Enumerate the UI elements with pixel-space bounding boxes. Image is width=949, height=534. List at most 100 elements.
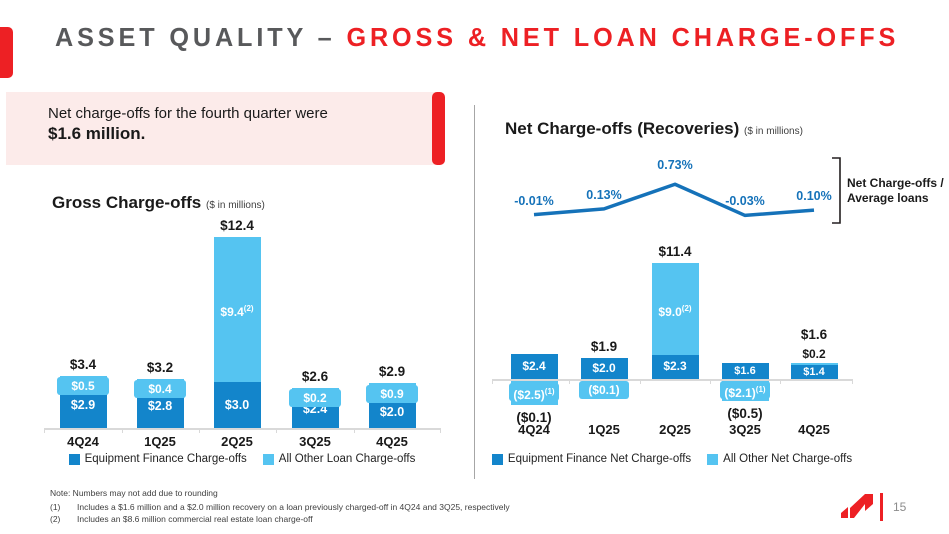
rounding-note: Note: Numbers may not add due to roundin… (50, 488, 218, 498)
bar-value-label: $3.0 (224, 397, 250, 412)
bar-value-label: $2.3 (663, 359, 687, 374)
net-legend: Equipment Finance Net Charge-offs All Oth… (491, 453, 852, 465)
bar-value-label: $1.6 (734, 364, 756, 377)
x-axis-line (492, 379, 852, 381)
x-axis-label: 1Q25 (144, 434, 176, 449)
footnote-2-text: Includes an $8.6 million commercial real… (77, 514, 313, 524)
x-axis-label: 1Q25 (588, 422, 620, 437)
ratio-point-label: -0.03% (725, 194, 765, 209)
x-axis-tick (44, 428, 45, 433)
legend-swatch-icon (707, 453, 719, 465)
panel-divider (474, 105, 475, 479)
bar-value-chip: $0.9 (366, 384, 418, 403)
bar-value-chip: $9.4(2) (216, 300, 258, 319)
bar-value-chip: ($2.5)(1) (509, 382, 559, 402)
bar-total-label: ($0.1) (516, 409, 552, 425)
page-number-divider (880, 493, 883, 521)
bar-value-label: $2.8 (147, 398, 173, 413)
gross-legend: Equipment Finance Charge-offs All Other L… (44, 453, 440, 465)
bar-total-label: ($0.5) (727, 405, 763, 421)
legend-item: Equipment Finance Charge-offs (68, 453, 247, 465)
bar-value-label: $2.9 (70, 398, 96, 413)
ratio-point-label: 0.10% (796, 189, 832, 204)
callout-accent-bar (432, 92, 445, 165)
legend-label: Equipment Finance Net Charge-offs (507, 453, 692, 465)
footnote-1: (1) Includes a $1.6 million and a $2.0 m… (50, 502, 510, 512)
footnote-2: (2) Includes an $8.6 million commercial … (50, 514, 313, 524)
bar-value-chip: $0.5 (57, 377, 109, 396)
bar-value-chip: $0.4 (134, 380, 186, 399)
x-axis-label: 4Q25 (376, 434, 408, 449)
company-logo-icon (841, 494, 873, 518)
x-axis-label: 4Q24 (67, 434, 99, 449)
legend-item: All Other Loan Charge-offs (262, 453, 416, 465)
ratio-point-label: 0.73% (657, 158, 693, 173)
x-axis-tick (710, 379, 711, 384)
bar-total-label: $1.9 (590, 339, 618, 355)
legend-swatch-icon (491, 453, 503, 465)
page-title: ASSET QUALITY – GROSS & NET LOAN CHARGE-… (55, 22, 899, 53)
gross-chart-subtitle: ($ in millions) (205, 200, 265, 211)
legend-item: All Other Net Charge-offs (707, 453, 852, 465)
bar-value-label: $2.0 (592, 361, 616, 376)
bar-total-label: $12.4 (220, 218, 254, 234)
footnote-1-text: Includes a $1.6 million and a $2.0 milli… (77, 502, 510, 512)
ratio-point-label: 0.13% (586, 187, 622, 202)
ratio-line-chart (533, 182, 815, 218)
callout-background (6, 92, 439, 165)
net-chart-subtitle: ($ in millions) (744, 126, 803, 137)
legend-swatch-icon (68, 453, 80, 465)
bar-segment-dark (790, 364, 838, 379)
ratio-line-annotation: Net Charge-offs / Average loans (847, 176, 944, 205)
bar-segment-dark (721, 362, 769, 379)
legend-item: Equipment Finance Net Charge-offs (491, 453, 692, 465)
legend-label: All Other Loan Charge-offs (278, 453, 416, 465)
x-axis-label: 2Q25 (221, 434, 253, 449)
callout-text-line2: $1.6 million. (48, 124, 146, 143)
page-number: 15 (893, 500, 907, 514)
x-axis-tick (639, 379, 641, 384)
x-axis-label: 4Q24 (518, 422, 550, 437)
gross-chart-title: Gross Charge-offs ($ in millions) (52, 193, 265, 213)
x-axis-label: 3Q25 (729, 422, 761, 437)
x-axis-tick (198, 428, 200, 433)
x-axis-line (44, 428, 440, 430)
title-accent-bar (0, 27, 13, 78)
bar-value-chip: ($2.1)(1) (720, 381, 770, 400)
bar-value-chip: $0.2 (289, 389, 341, 408)
bar-total-label: $3.2 (146, 359, 174, 375)
bar-total-label: $2.6 (301, 368, 329, 384)
bar-value-label: $2.0 (379, 405, 405, 420)
bar-value-label-outside: $0.2 (802, 346, 826, 361)
bar-segment-dark (510, 354, 558, 379)
bar-segment-dark (580, 358, 628, 379)
bar-value-chip: ($0.1) (579, 381, 629, 399)
bar-value-label: $2.4 (522, 359, 546, 374)
gross-chart-title-text: Gross Charge-offs (52, 193, 202, 212)
x-axis-tick (440, 428, 441, 433)
bar-value-chip: $9.0(2) (654, 299, 696, 319)
page-title-gray: ASSET QUALITY – (55, 22, 336, 52)
net-chart-title-text: Net Charge-offs (Recoveries) (505, 119, 740, 138)
bar-total-label: $2.9 (378, 364, 406, 380)
bar-total-label: $11.4 (658, 243, 692, 259)
callout-box: Net charge-offs for the fourth quarter w… (6, 92, 445, 165)
legend-label: All Other Net Charge-offs (723, 453, 853, 465)
x-axis-label: 4Q25 (798, 422, 830, 437)
x-axis-tick (121, 428, 123, 433)
x-axis-tick (779, 379, 781, 384)
footnote-2-marker: (2) (50, 514, 61, 524)
bar-segment-dark (651, 355, 699, 379)
page-title-red: GROSS & NET LOAN CHARGE-OFFS (346, 22, 900, 52)
bar-total-label: $1.6 (800, 326, 828, 342)
footnote-1-marker: (1) (50, 502, 61, 512)
bar-segment-light (790, 362, 838, 365)
ratio-line (533, 182, 815, 218)
net-chart-title: Net Charge-offs (Recoveries) ($ in milli… (505, 119, 803, 139)
x-axis-tick (492, 379, 493, 384)
x-axis-tick (569, 379, 570, 384)
legend-swatch-icon (262, 453, 274, 465)
